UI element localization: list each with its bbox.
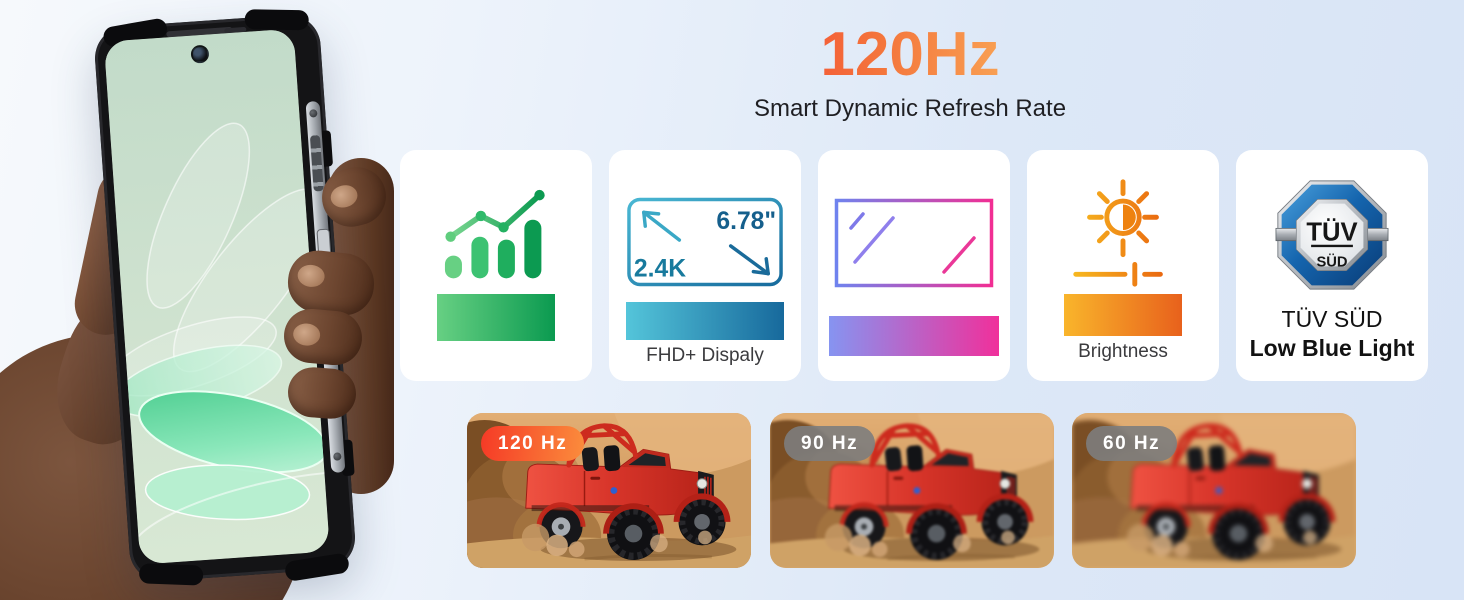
- badge-90hz: 90 Hz: [784, 426, 876, 461]
- header: 120Hz Smart Dynamic Refresh Rate: [640, 22, 1180, 123]
- svg-text:2.4K: 2.4K: [634, 256, 686, 283]
- page-title: 120Hz: [640, 22, 1180, 87]
- hand-pinky-finger: [286, 365, 358, 421]
- badge-120hz: 120 Hz: [481, 426, 585, 461]
- photo-60hz: 60 Hz: [1072, 413, 1356, 568]
- screw: [333, 452, 342, 461]
- screw: [309, 109, 318, 118]
- svg-text:TÜV: TÜV: [1306, 218, 1357, 247]
- tuv-sud-logo: TÜV SÜD: [1275, 180, 1389, 290]
- card-refresh-rate: 120Hz: [400, 150, 592, 381]
- card-tuv-label: TÜV SÜD: [1281, 306, 1383, 332]
- badge-60hz: 60 Hz: [1086, 426, 1178, 461]
- card-tuv-sublabel: Low Blue Light: [1249, 335, 1415, 361]
- fingernail: [296, 263, 326, 289]
- card-display-sublabel: FHD+ Dispaly: [646, 345, 764, 366]
- screen-size-icon: 6.78" 2.4K: [627, 197, 783, 287]
- fingernail: [292, 322, 322, 347]
- phone-bumper: [283, 552, 351, 583]
- sim-tray: [309, 134, 324, 192]
- svg-text:SÜD: SÜD: [1316, 253, 1347, 270]
- card-display-label: 2.4K 6.78": [625, 302, 785, 340]
- flower-wallpaper: [103, 28, 330, 565]
- brightness-sun-icon: [1073, 179, 1163, 287]
- phone-bumper: [138, 563, 204, 586]
- phone-screen: [103, 28, 330, 565]
- photo-90hz: 90 Hz: [770, 413, 1054, 568]
- card-resolution-label: 1080*2460: [829, 316, 999, 356]
- resolution-screen-icon: [834, 198, 994, 288]
- card-refresh-label: 120Hz: [436, 294, 556, 341]
- phone-bumper: [244, 9, 309, 31]
- photo-120hz: 120 Hz: [467, 413, 751, 568]
- card-brightness: 600 Nit Brightness: [1027, 150, 1219, 381]
- card-brightness-label: 600 Nit: [1063, 294, 1183, 336]
- card-brightness-sublabel: Brightness: [1078, 341, 1168, 362]
- svg-text:6.78": 6.78": [716, 208, 776, 235]
- page-subtitle: Smart Dynamic Refresh Rate: [753, 95, 1067, 123]
- fingernail: [328, 182, 360, 211]
- card-display-size: 6.78" 2.4K 2.4K 6.78" FHD+ Dispaly: [609, 150, 801, 381]
- bar-chart-growth-icon: [444, 189, 545, 279]
- card-resolution: 1080*2460: [818, 150, 1010, 381]
- card-tuv-certification: TÜV SÜD TÜV SÜD Low Blue Light: [1236, 150, 1428, 381]
- phone-mockup: [92, 9, 358, 586]
